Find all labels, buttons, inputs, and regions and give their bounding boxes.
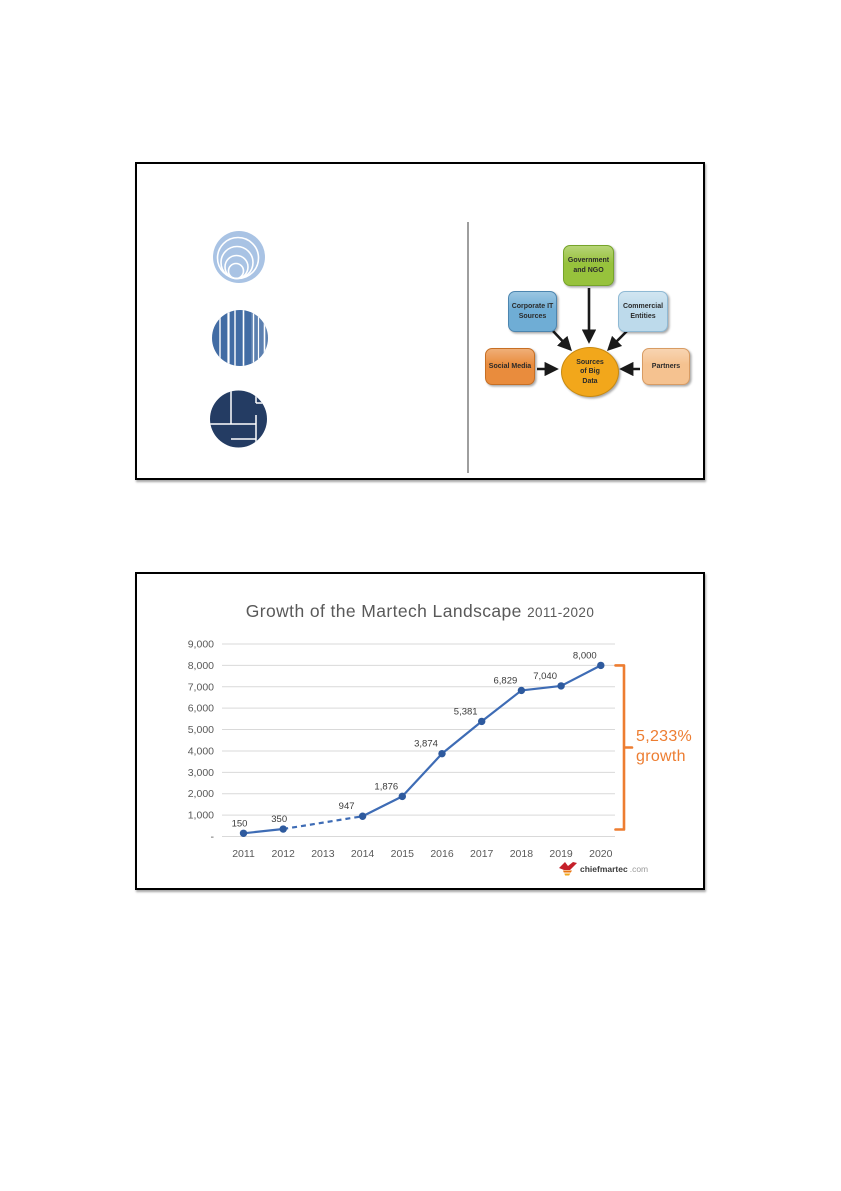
svg-text:2019: 2019 xyxy=(549,848,573,860)
diagram-arrows xyxy=(537,288,640,377)
data-line xyxy=(243,664,602,835)
chiefmartec-watermark: chiefmartec .com xyxy=(558,861,648,877)
svg-text:947: 947 xyxy=(339,801,355,812)
chart-title-suffix: 2011-2020 xyxy=(527,605,595,620)
growth-annotation-value: 5,233% xyxy=(636,728,693,745)
svg-text:5,000: 5,000 xyxy=(188,724,214,736)
svg-text:-: - xyxy=(211,831,215,843)
diagram-node-label: Government and NGO xyxy=(567,257,610,274)
diagram-hub-label: Sources of Big Data xyxy=(576,359,604,385)
diagram-node-corporate-it-sources: Corporate IT Sources xyxy=(508,291,557,332)
striped-circle-icon xyxy=(212,310,268,366)
diagram-node-label: Commercial Entities xyxy=(622,303,664,320)
growth-annotation-word: growth xyxy=(636,748,686,765)
growth-bracket xyxy=(614,664,634,831)
svg-text:2011: 2011 xyxy=(232,848,255,860)
chart-title: Growth of the Martech Landscape 2011-202… xyxy=(137,601,703,622)
svg-text:8,000: 8,000 xyxy=(573,650,597,661)
svg-text:6,000: 6,000 xyxy=(188,703,214,715)
watermark-brand: chiefmartec xyxy=(580,864,628,874)
slide1-graphics xyxy=(210,222,640,473)
svg-text:8,000: 8,000 xyxy=(188,660,214,672)
diagram-node-social-media: Social Media xyxy=(485,348,535,385)
diagram-node-label: Social Media xyxy=(488,362,532,370)
svg-text:7,040: 7,040 xyxy=(533,671,557,682)
diagram-node-commercial-entities: Commercial Entities xyxy=(618,291,668,332)
data-points xyxy=(239,661,605,837)
diagram-node-label: Partners xyxy=(651,362,681,370)
svg-text:2,000: 2,000 xyxy=(188,788,214,800)
svg-text:2014: 2014 xyxy=(351,848,375,860)
svg-text:1,876: 1,876 xyxy=(374,781,398,792)
x-axis-labels: 2011 2012 2013 2014 2015 2016 2017 2018 2019 2020 xyxy=(232,848,612,860)
svg-text:3,874: 3,874 xyxy=(414,739,438,750)
svg-text:3,000: 3,000 xyxy=(188,767,214,779)
svg-text:350: 350 xyxy=(271,814,287,825)
svg-text:2013: 2013 xyxy=(311,848,335,860)
data-labels: 150 350 947 1,876 3,874 5,381 6,829 7,040 8,000 xyxy=(232,650,597,829)
svg-text:2016: 2016 xyxy=(430,848,454,860)
martech-line-chart: 9,000 8,000 7,000 6,000 5,000 4,000 3,000 2,000… xyxy=(188,639,634,860)
y-axis-labels: 9,000 8,000 7,000 6,000 5,000 4,000 3,000 2,000… xyxy=(188,639,215,844)
diagram-node-partners: Partners xyxy=(642,348,690,385)
diagram-node-government-and-ngo: Government and NGO xyxy=(563,245,614,286)
svg-text:150: 150 xyxy=(232,818,248,829)
brick-circle-icon xyxy=(210,390,267,448)
svg-text:6,829: 6,829 xyxy=(494,675,518,686)
chart-title-main: Growth of the Martech Landscape xyxy=(245,601,522,621)
svg-text:2020: 2020 xyxy=(589,848,613,860)
concentric-circles-icon xyxy=(213,231,265,283)
slide-big-data-sources: Government and NGO Corporate IT Sources … xyxy=(135,162,705,480)
svg-text:2018: 2018 xyxy=(510,848,534,860)
growth-annotation: 5,233% growth xyxy=(636,727,692,767)
svg-text:4,000: 4,000 xyxy=(188,745,214,757)
chiefmartec-logo-icon xyxy=(559,862,577,876)
svg-text:7,000: 7,000 xyxy=(188,681,214,693)
diagram-hub-sources-of-big-data: Sources of Big Data xyxy=(561,347,619,397)
chart-gridlines xyxy=(222,643,615,837)
diagram-node-label: Corporate IT Sources xyxy=(511,303,554,320)
svg-text:5,381: 5,381 xyxy=(454,706,478,717)
svg-text:2012: 2012 xyxy=(272,848,296,860)
watermark-suffix: .com xyxy=(629,864,649,874)
svg-text:2017: 2017 xyxy=(470,848,494,860)
svg-text:1,000: 1,000 xyxy=(188,810,214,822)
svg-text:2015: 2015 xyxy=(391,848,415,860)
svg-text:9,000: 9,000 xyxy=(188,639,214,651)
slide-martech-growth-chart: Growth of the Martech Landscape 2011-202… xyxy=(135,572,705,890)
